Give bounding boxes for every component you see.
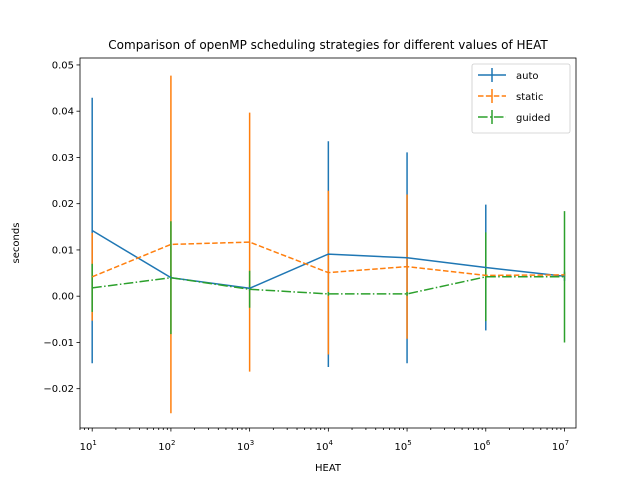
x-tick-label: 102: [158, 439, 175, 453]
y-axis: −0.02 −0.01 0.00 0.01 0.02 0.03 0.04 0.05: [43, 60, 80, 395]
x-axis: 101 102 103 104 105 106 107: [80, 428, 569, 453]
y-tick-label: 0.00: [52, 292, 74, 303]
x-tick-label: 101: [80, 439, 97, 453]
x-tick-label: 106: [473, 439, 491, 453]
x-tick-label: 107: [552, 439, 569, 453]
series-line-static: [91, 241, 565, 278]
y-tick-label: 0.04: [52, 107, 74, 118]
series-line-auto: [91, 229, 565, 290]
x-tick-label: 104: [316, 439, 334, 453]
y-tick-label: 0.02: [52, 199, 74, 210]
legend-label-auto: auto: [516, 71, 539, 82]
y-tick-label: −0.02: [43, 384, 74, 395]
y-tick-label: 0.03: [52, 153, 74, 164]
chart-title: Comparison of openMP scheduling strategi…: [108, 38, 548, 52]
y-axis-title: seconds: [11, 223, 22, 264]
y-tick-label: 0.05: [52, 60, 74, 71]
y-tick-label: −0.01: [43, 338, 74, 349]
y-tick-label: 0.01: [52, 245, 74, 256]
x-axis-title: HEAT: [315, 463, 342, 474]
legend-label-guided: guided: [516, 113, 550, 124]
legend-box: [471, 63, 571, 134]
legend-label-static: static: [516, 92, 543, 103]
legend: auto static guided: [471, 63, 571, 134]
series-layer: [91, 229, 565, 295]
x-tick-label: 103: [237, 439, 254, 453]
x-tick-label: 105: [394, 439, 411, 453]
